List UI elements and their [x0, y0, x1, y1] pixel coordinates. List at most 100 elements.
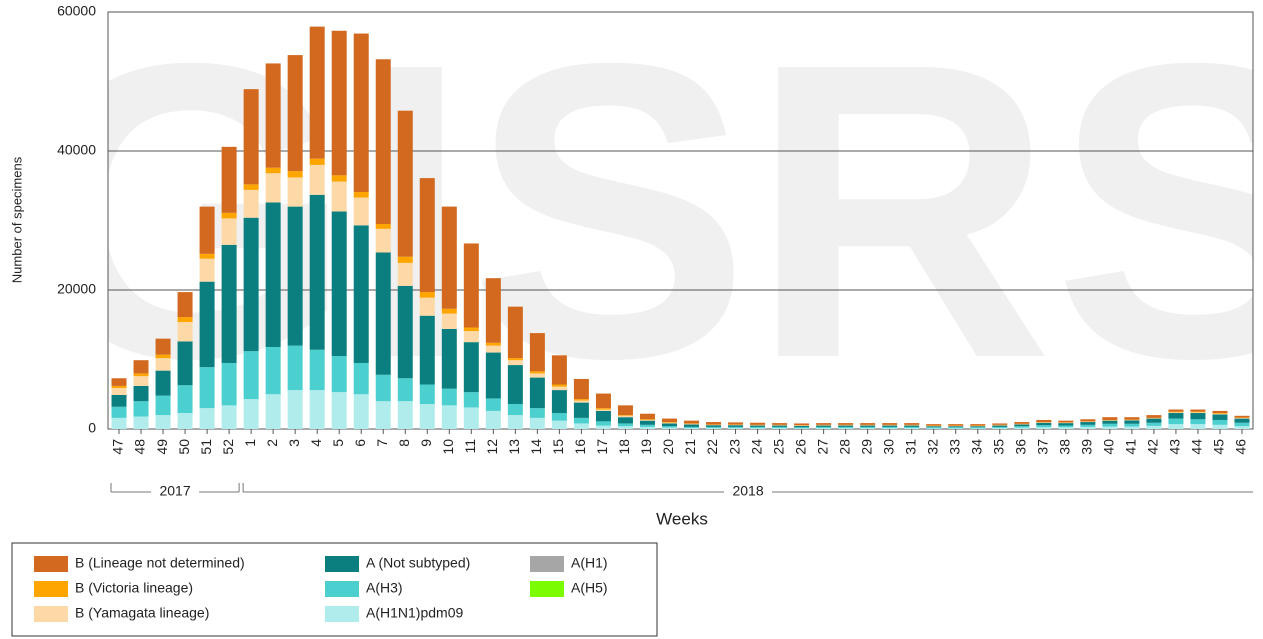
x-tick-label: 38: [1057, 439, 1073, 455]
bar-segment: [331, 356, 347, 393]
bar-segment: [1080, 426, 1096, 429]
bar-segment: [816, 426, 832, 428]
bar-segment: [309, 164, 325, 195]
y-axis-title: Number of specimens: [9, 156, 24, 283]
bar-segment: [441, 308, 457, 314]
bar-segment: [529, 371, 545, 374]
bar-segment: [882, 425, 898, 427]
bar-segment: [375, 223, 391, 229]
bar-segment: [772, 426, 788, 428]
bar-segment: [1234, 422, 1250, 427]
bar-segment: [1036, 419, 1052, 423]
x-tick-label: 41: [1123, 439, 1139, 455]
bar-segment: [639, 419, 655, 420]
bar-segment: [155, 370, 171, 396]
bar-segment: [177, 385, 193, 414]
bar-segment: [221, 218, 237, 245]
bar-segment: [507, 358, 523, 361]
bar-segment: [926, 428, 942, 429]
bar-segment: [419, 178, 435, 293]
bar-segment: [1146, 415, 1162, 418]
bar-segment: [177, 341, 193, 386]
bar-segment: [507, 360, 523, 366]
bar-segment: [816, 423, 832, 425]
x-tick-label: 11: [462, 439, 478, 454]
bar-segment: [750, 427, 766, 429]
bar-segment: [1190, 412, 1206, 414]
x-tick-label: 34: [968, 439, 984, 455]
x-tick-label: 35: [990, 439, 1006, 455]
bar-segment: [639, 424, 655, 427]
bar-segment: [838, 423, 854, 425]
bar-segment: [948, 426, 964, 428]
bar-segment: [1234, 417, 1250, 419]
bar-segment: [309, 26, 325, 159]
bar-segment: [573, 417, 589, 424]
y-tick-label: 60000: [57, 3, 96, 19]
bar-segment: [1080, 424, 1096, 427]
bar-segment: [287, 206, 303, 346]
bar-segment: [177, 317, 193, 322]
bar-segment: [1190, 409, 1206, 412]
x-tick-label: 49: [154, 439, 170, 455]
bar-segment: [441, 206, 457, 309]
bar-segment: [463, 327, 479, 332]
bar-segment: [331, 30, 347, 176]
bar-segment: [155, 338, 171, 355]
legend-label: A(H3): [366, 580, 403, 596]
bar-segment: [1014, 422, 1030, 424]
bar-segment: [706, 422, 722, 425]
bar-segment: [926, 427, 942, 429]
bar-segment: [750, 422, 766, 425]
bar-segment: [1190, 413, 1206, 420]
bar-segment: [794, 427, 810, 429]
x-tick-label: 7: [374, 439, 390, 447]
x-tick-label: 15: [550, 439, 566, 455]
bar-segment: [595, 425, 611, 429]
bar-segment: [485, 410, 501, 429]
x-tick-label: 50: [176, 439, 192, 455]
bar-segment: [661, 427, 677, 429]
bar-segment: [177, 321, 193, 342]
bar-segment: [706, 426, 722, 428]
bar-segment: [133, 416, 149, 429]
legend-swatch: [34, 581, 68, 597]
y-tick-label: 0: [88, 420, 96, 436]
x-tick-label: 40: [1101, 439, 1117, 455]
legend-label: B (Yamagata lineage): [75, 605, 209, 621]
x-tick-label: 33: [946, 439, 962, 455]
bar-segment: [838, 426, 854, 428]
x-tick-label: 25: [770, 439, 786, 455]
bar-segment: [375, 228, 391, 253]
bar-segment: [1036, 425, 1052, 428]
bar-segment: [397, 256, 413, 263]
legend-swatch: [325, 606, 359, 622]
bar-segment: [1124, 420, 1140, 424]
x-tick-label: 12: [484, 439, 500, 455]
legend-label: B (Victoria lineage): [75, 580, 193, 596]
bar-segment: [397, 378, 413, 402]
bar-segment: [926, 424, 942, 426]
bar-segment: [485, 398, 501, 411]
x-tick-label: 14: [528, 439, 544, 455]
bar-segment: [926, 426, 942, 428]
bar-segment: [992, 425, 1008, 427]
bar-segment: [133, 373, 149, 377]
x-tick-label: 24: [748, 439, 764, 455]
legend-swatch: [34, 556, 68, 572]
bar-segment: [816, 427, 832, 429]
bar-segment: [441, 328, 457, 389]
bar-segment: [353, 192, 369, 198]
bar-segment: [397, 110, 413, 257]
bar-segment: [199, 253, 215, 259]
bar-segment: [728, 425, 744, 427]
bar-segment: [133, 385, 149, 402]
x-tick-label: 13: [506, 439, 522, 455]
bar-segment: [970, 428, 986, 429]
x-tick-label: 22: [704, 439, 720, 455]
bar-segment: [551, 420, 567, 429]
bar-segment: [595, 421, 611, 426]
bar-segment: [1190, 419, 1206, 425]
legend-label: B (Lineage not determined): [75, 555, 245, 571]
